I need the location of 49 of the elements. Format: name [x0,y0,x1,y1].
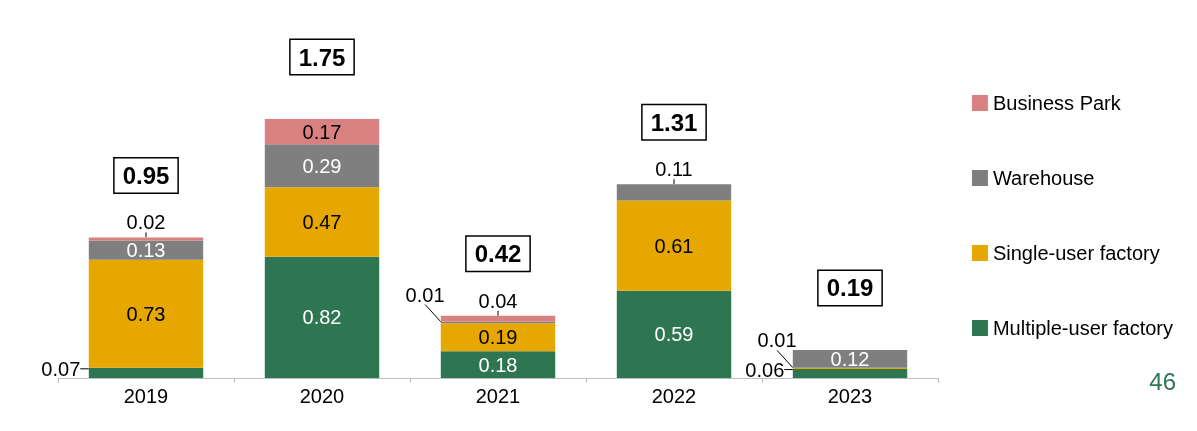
data-label: 0.61 [654,234,694,257]
total-label: 1.75 [298,43,346,71]
bar [616,200,732,291]
data-label: 0.59 [654,323,694,346]
bar [88,367,204,378]
total-label: 0.95 [122,161,170,189]
total-label: 0.42 [474,240,522,268]
total-label: 1.31 [650,108,698,136]
data-label: 0.12 [830,347,870,370]
bar [792,349,908,368]
bar [88,259,204,368]
bar [792,369,908,378]
data-label: 0.29 [302,154,342,177]
legend-label: Multiple-user factory [992,317,1173,339]
data-label: 0.01 [757,329,797,352]
data-label: 0.07 [41,357,81,380]
data-label: 0.11 [655,158,693,181]
data-label: 0.06 [745,358,785,381]
data-label: 0.13 [126,239,166,262]
bar [264,144,380,188]
x-tick-label: 2021 [475,385,521,407]
data-label: 0.19 [478,326,518,349]
x-tick-label: 2019 [123,385,169,407]
data-label: 0.17 [302,120,342,143]
total-label: 0.19 [826,274,874,302]
data-label: 0.73 [126,302,166,325]
legend-label: Warehouse [992,167,1095,189]
data-label: 0.01 [405,283,445,306]
bar [440,351,556,378]
data-label: 0.02 [126,211,166,234]
data-label: 0.47 [302,210,342,233]
bar [616,184,732,201]
x-tick-label: 2023 [827,385,873,407]
legend-label: Single-user factory [992,242,1160,264]
data-label: 0.18 [478,353,518,376]
bar [88,240,204,260]
x-tick-label: 2022 [651,385,697,407]
bar [440,323,556,352]
data-label: 0.82 [302,306,342,329]
bar [264,187,380,257]
text: 46 [1149,367,1177,395]
bar [264,256,380,378]
x-tick-label: 2020 [299,385,345,407]
bar [88,237,204,241]
bar [616,290,732,378]
bar [440,315,556,322]
bar [264,119,380,145]
legend-label: Business Park [992,92,1122,114]
data-label: 0.04 [478,289,518,312]
